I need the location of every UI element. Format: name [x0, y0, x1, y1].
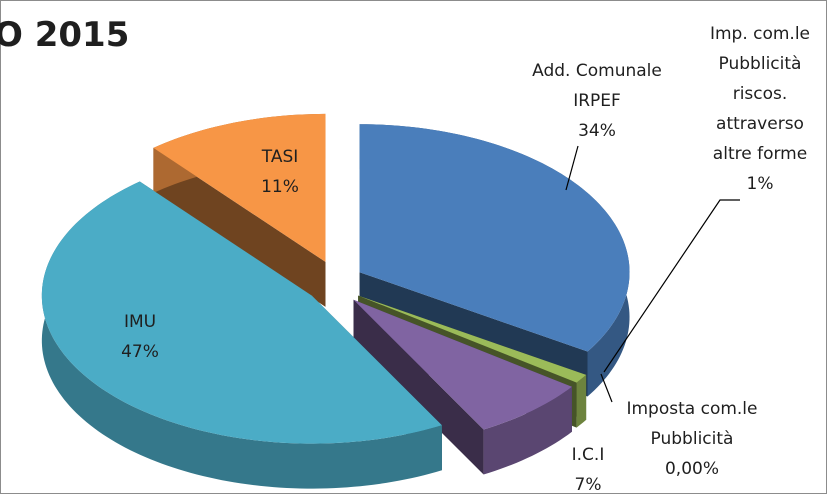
leader-line	[565, 145, 579, 191]
slice-cut	[153, 147, 326, 307]
slice	[153, 113, 326, 262]
slice	[359, 124, 630, 352]
leader-line	[600, 373, 613, 403]
slice	[358, 295, 587, 383]
slice-label: TASI	[261, 147, 299, 167]
leader-lines	[565, 145, 740, 403]
slice-side	[41, 181, 442, 489]
slice-value-label: 1%	[747, 174, 774, 194]
chart-title: O 2015	[0, 15, 129, 55]
slice-value-label: 7%	[575, 475, 602, 494]
slice-value-label: 34%	[578, 121, 616, 141]
slice-label: Imp. com.le Pubblicità riscos. attraverso al…	[710, 24, 810, 164]
slice-value-label: 47%	[121, 342, 159, 362]
slice	[353, 299, 572, 430]
leader-line	[603, 199, 740, 373]
slice-side	[576, 374, 587, 428]
slice-label: I.C.I	[572, 445, 605, 465]
slice-value-label: 0,00%	[665, 459, 719, 479]
slice-cut	[353, 299, 484, 475]
slice-value-label: 11%	[261, 177, 299, 197]
slice-label: IMU	[124, 312, 156, 332]
slice-label: Add. Comunale IRPEF	[532, 61, 662, 111]
slice	[41, 181, 442, 444]
slice-label: Imposta com.le Pubblicità	[626, 399, 757, 449]
slice-side	[483, 386, 572, 475]
